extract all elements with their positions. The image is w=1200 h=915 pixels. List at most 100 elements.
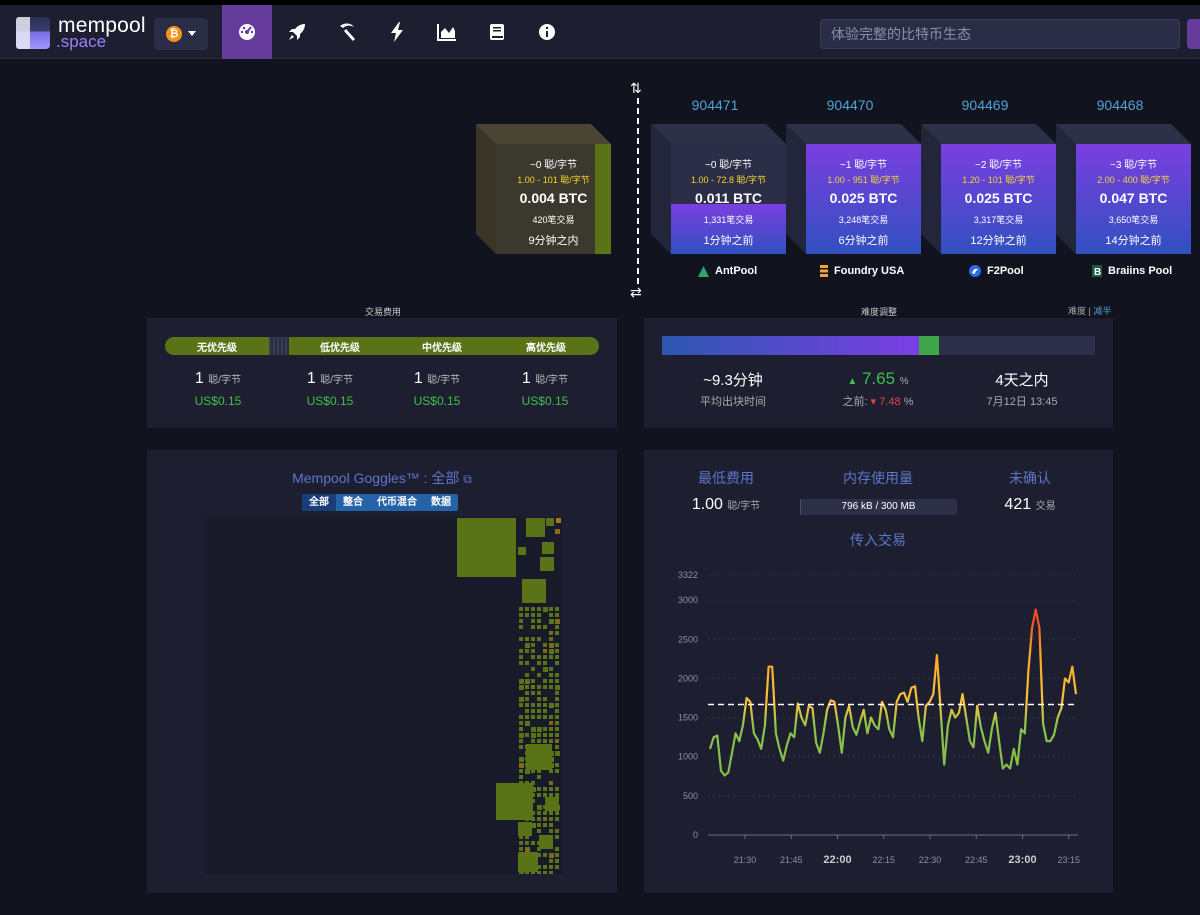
tx-square[interactable] — [543, 793, 547, 797]
tx-square[interactable] — [525, 841, 529, 845]
tx-square[interactable] — [518, 822, 532, 836]
tx-square[interactable] — [545, 797, 559, 811]
tx-square[interactable] — [555, 703, 559, 707]
tx-square[interactable] — [531, 679, 535, 683]
swap-vertical-icon[interactable]: ⇅ — [630, 80, 642, 96]
tx-square[interactable] — [549, 637, 553, 641]
tx-square[interactable] — [519, 763, 524, 768]
tx-square[interactable] — [525, 607, 529, 611]
tx-square[interactable] — [519, 847, 523, 851]
tx-square[interactable] — [518, 852, 538, 872]
tx-square[interactable] — [537, 697, 541, 701]
tx-square[interactable] — [531, 739, 535, 743]
tx-square[interactable] — [531, 685, 535, 689]
tx-square[interactable] — [549, 787, 553, 791]
tx-square[interactable] — [555, 793, 559, 797]
tx-square[interactable] — [540, 557, 554, 571]
tx-square[interactable] — [531, 613, 535, 617]
tx-square[interactable] — [531, 649, 535, 653]
tx-square[interactable] — [537, 871, 541, 874]
tx-square[interactable] — [519, 625, 523, 629]
tx-square[interactable] — [518, 547, 526, 555]
search-input[interactable]: 体验完整的比特币生态 — [820, 19, 1180, 49]
tx-square[interactable] — [519, 739, 523, 743]
tx-square[interactable] — [549, 781, 553, 785]
tx-square[interactable] — [525, 709, 529, 713]
tx-square[interactable] — [519, 679, 524, 684]
tx-square[interactable] — [519, 715, 523, 719]
tx-square[interactable] — [537, 823, 541, 827]
tx-square[interactable] — [549, 829, 553, 833]
tx-square[interactable] — [525, 769, 530, 774]
tab-all[interactable]: 全部 — [302, 494, 336, 511]
tx-square[interactable] — [519, 613, 523, 617]
tx-square[interactable] — [543, 853, 547, 857]
mempool-block-visualization[interactable] — [205, 517, 562, 874]
tx-square[interactable] — [549, 613, 553, 617]
tx-square[interactable] — [555, 619, 560, 624]
tx-square[interactable] — [543, 649, 547, 653]
tx-square[interactable] — [549, 679, 553, 683]
tx-square[interactable] — [537, 829, 541, 833]
tx-square[interactable] — [549, 739, 553, 743]
tx-square[interactable] — [531, 823, 536, 828]
tx-square[interactable] — [555, 727, 559, 731]
tx-square[interactable] — [549, 655, 553, 659]
tx-square[interactable] — [555, 697, 559, 701]
tx-square[interactable] — [543, 817, 547, 821]
tx-square[interactable] — [543, 739, 547, 743]
tx-square[interactable] — [555, 613, 559, 617]
tx-square[interactable] — [549, 703, 554, 708]
tx-square[interactable] — [457, 518, 516, 577]
tx-square[interactable] — [549, 769, 553, 773]
tx-square[interactable] — [555, 685, 560, 690]
tx-square[interactable] — [496, 783, 533, 820]
tx-square[interactable] — [531, 769, 535, 773]
tx-square[interactable] — [525, 697, 529, 701]
tx-square[interactable] — [542, 542, 554, 554]
tx-square[interactable] — [531, 841, 535, 845]
tx-square[interactable] — [556, 518, 561, 523]
tx-square[interactable] — [525, 715, 529, 719]
tx-square[interactable] — [525, 637, 529, 641]
tx-square[interactable] — [531, 787, 536, 792]
tx-square[interactable] — [543, 865, 547, 869]
tx-square[interactable] — [537, 703, 541, 707]
tx-square[interactable] — [531, 733, 536, 738]
tx-square[interactable] — [525, 835, 529, 839]
tx-square[interactable] — [555, 829, 559, 833]
tx-square[interactable] — [531, 607, 535, 611]
tx-square[interactable] — [519, 745, 523, 749]
tx-square[interactable] — [549, 715, 553, 719]
tx-square[interactable] — [555, 817, 559, 821]
pool-foundry[interactable]: Foundry USA — [820, 265, 904, 277]
tx-square[interactable] — [526, 518, 545, 537]
mempool-logo[interactable] — [16, 17, 50, 49]
tx-square[interactable] — [555, 769, 559, 773]
tx-square[interactable] — [539, 835, 553, 849]
tx-square[interactable] — [531, 691, 535, 695]
tx-square[interactable] — [531, 727, 536, 732]
tx-square[interactable] — [555, 631, 559, 635]
tx-square[interactable] — [549, 811, 553, 815]
tx-square[interactable] — [549, 667, 553, 671]
tx-square[interactable] — [519, 661, 523, 665]
tx-square[interactable] — [519, 775, 523, 779]
tx-square[interactable] — [519, 607, 523, 611]
tx-square[interactable] — [525, 733, 529, 737]
tx-square[interactable] — [519, 841, 523, 845]
tx-square[interactable] — [555, 721, 559, 725]
tx-square[interactable] — [543, 607, 548, 612]
tx-square[interactable] — [549, 631, 553, 635]
tx-square[interactable] — [522, 579, 546, 603]
rocket-icon[interactable] — [272, 5, 322, 59]
tx-square[interactable] — [519, 733, 524, 738]
tx-square[interactable] — [555, 835, 559, 839]
tx-square[interactable] — [543, 871, 547, 874]
tx-square[interactable] — [555, 643, 559, 647]
tx-square[interactable] — [537, 733, 541, 737]
tx-square[interactable] — [537, 865, 541, 869]
tx-square[interactable] — [546, 518, 554, 526]
tx-square[interactable] — [555, 739, 559, 743]
block-height[interactable]: 904469 — [961, 97, 1009, 113]
